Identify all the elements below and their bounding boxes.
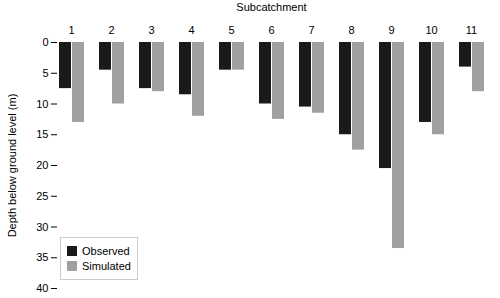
svg-text:10: 10	[36, 98, 48, 110]
svg-text:2: 2	[108, 24, 114, 36]
svg-text:15: 15	[36, 128, 48, 140]
svg-text:3: 3	[148, 24, 154, 36]
html-text:Observed: Observed	[82, 245, 130, 257]
svg-text:40: 40	[36, 282, 48, 294]
html-text:Simulated: Simulated	[82, 260, 131, 272]
svg-text:5: 5	[228, 24, 234, 36]
svg-text:7: 7	[308, 24, 314, 36]
svg-text:25: 25	[36, 190, 48, 202]
svg-text:30: 30	[36, 221, 48, 233]
svg-text:4: 4	[188, 24, 194, 36]
svg-text:6: 6	[268, 24, 274, 36]
svg-text:1: 1	[68, 24, 74, 36]
svg-text:20: 20	[36, 159, 48, 171]
svg-text:10: 10	[425, 24, 437, 36]
svg-text:11: 11	[466, 24, 477, 36]
svg-text:5: 5	[42, 67, 48, 79]
svg-text:35: 35	[36, 251, 48, 263]
svg-text:0: 0	[42, 36, 48, 48]
svg-text:8: 8	[348, 24, 354, 36]
svg-text:9: 9	[388, 24, 394, 36]
svg-text:Subcatchment: Subcatchment	[236, 1, 306, 13]
svg-text:Depth below ground level (m): Depth below ground level (m)	[6, 94, 18, 238]
